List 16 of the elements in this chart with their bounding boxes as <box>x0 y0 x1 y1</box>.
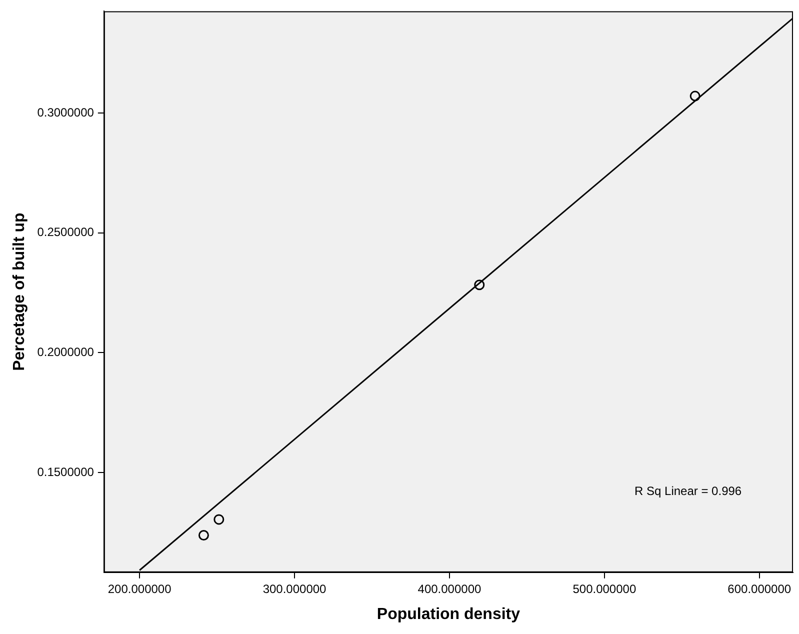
x-tick-label: 600.000000 <box>728 582 792 596</box>
y-tick-label: 0.1500000 <box>37 464 94 479</box>
x-axis-title: Population density <box>376 606 520 623</box>
point <box>690 90 700 102</box>
annotation: R Sq Linear = 0.996 <box>634 484 742 498</box>
y-tick-label: 0.2500000 <box>37 225 94 240</box>
point <box>198 530 209 541</box>
point <box>214 514 224 525</box>
y-tick-label: 0.3000000 <box>37 105 94 120</box>
x-tick-label: 200.000000 <box>108 582 172 596</box>
point <box>474 280 485 290</box>
x-tick-label: 400.000000 <box>418 582 482 596</box>
y-tick-label: 0.2000000 <box>37 344 94 359</box>
x-tick-label: 500.000000 <box>572 582 636 596</box>
x-tick-label: 300.000000 <box>262 582 327 596</box>
y-axis-title: Percetage of built up <box>11 212 28 371</box>
